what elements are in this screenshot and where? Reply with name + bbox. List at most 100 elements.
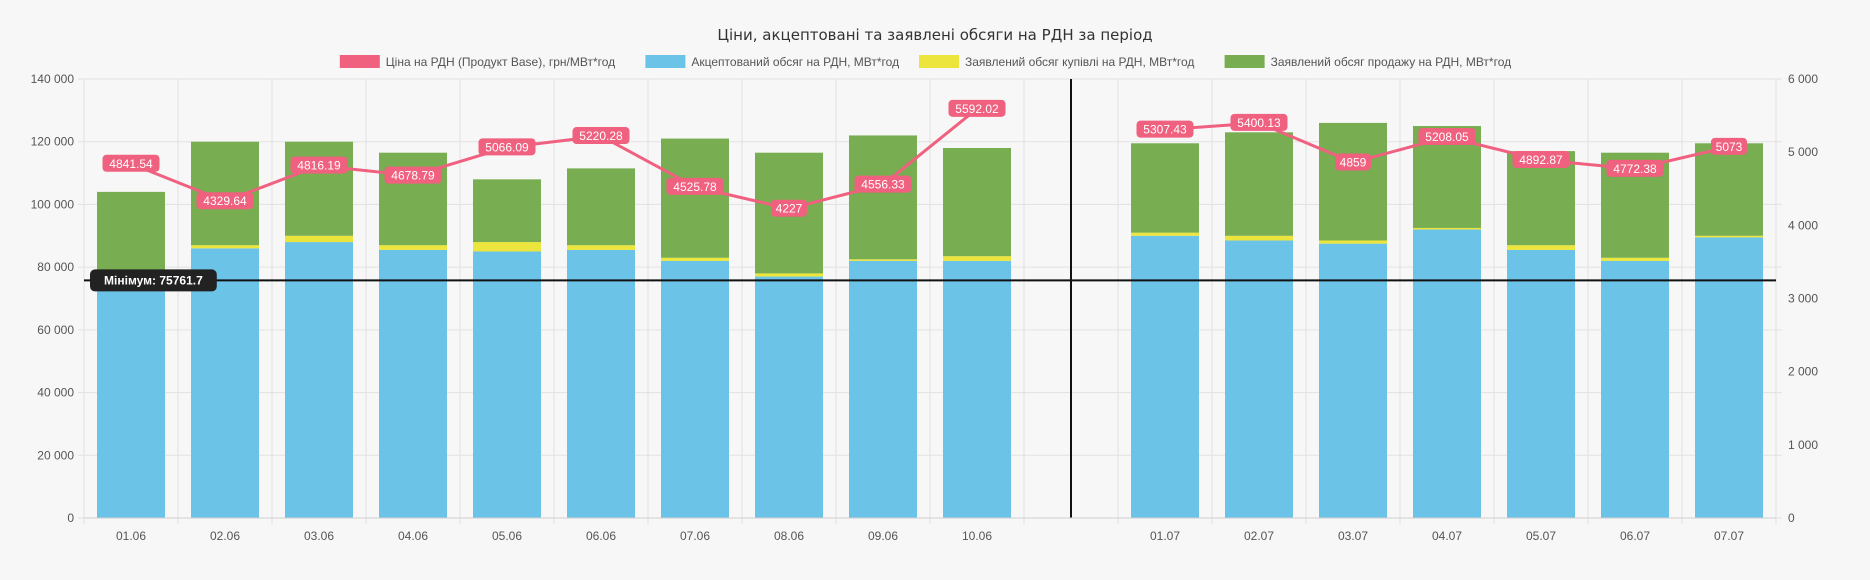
x-axis-tick-label: 04.07 xyxy=(1432,529,1462,543)
right-axis-tick-label: 5 000 xyxy=(1788,145,1818,159)
x-axis-tick-label: 08.06 xyxy=(774,529,804,543)
left-axis-tick-label: 40 000 xyxy=(37,386,74,400)
price-point-label: 4892.87 xyxy=(1519,153,1563,167)
price-point-label-box xyxy=(1512,151,1570,169)
left-axis-tick-label: 120 000 xyxy=(31,135,75,149)
bar-segment xyxy=(1413,227,1481,230)
price-point-label-box xyxy=(290,156,348,174)
bar-segment xyxy=(1695,143,1763,236)
x-axis-tick-label: 06.07 xyxy=(1620,529,1650,543)
legend-label: Акцептований обсяг на РДН, МВт*год xyxy=(691,55,899,69)
price-point-label-box xyxy=(1230,113,1288,131)
price-point-label: 5307.43 xyxy=(1143,123,1187,137)
price-point-label: 4772.38 xyxy=(1613,162,1657,176)
legend-item: Акцептований обсяг на РДН, МВт*год xyxy=(645,55,899,69)
bar-segment xyxy=(1507,245,1575,250)
bar-segment xyxy=(1319,243,1387,518)
right-axis-tick-label: 2 000 xyxy=(1788,365,1818,379)
right-axis-tick-label: 0 xyxy=(1788,511,1795,525)
price-line-segment xyxy=(130,107,978,211)
x-axis-tick-label: 04.06 xyxy=(398,529,428,543)
x-axis-tick-label: 05.07 xyxy=(1526,529,1556,543)
bar-segment xyxy=(1601,260,1669,518)
price-point-label: 4841.54 xyxy=(109,157,153,171)
bar-segment xyxy=(567,245,635,250)
left-axis-tick-label: 0 xyxy=(67,511,74,525)
bar-segment xyxy=(1131,232,1199,236)
bar-segment xyxy=(1225,235,1293,241)
left-axis-tick-label: 60 000 xyxy=(37,323,74,337)
annotations: Мінімум: 75761.7 xyxy=(84,79,1776,518)
legend-swatch xyxy=(1224,55,1265,68)
bar-segment xyxy=(849,135,917,260)
bar-segment xyxy=(1413,229,1481,518)
price-point-label: 5400.13 xyxy=(1237,116,1281,130)
left-axis-tick-label: 140 000 xyxy=(31,72,75,86)
price-line: 4841.54 4329.64 4816.19 4678.79 5066.09 5220.… xyxy=(102,99,1747,217)
price-point-label-box xyxy=(102,154,160,172)
bar-segment xyxy=(379,152,447,246)
bar-segment xyxy=(567,168,635,246)
price-point-label: 5592.02 xyxy=(955,102,999,116)
x-axis-tick-label: 03.07 xyxy=(1338,529,1368,543)
bar-segment xyxy=(473,251,541,518)
right-axis-tick-label: 6 000 xyxy=(1788,72,1818,86)
chart-title: Ціни, акцептовані та заявлені обсяги на … xyxy=(717,26,1152,44)
bar-segment xyxy=(97,191,165,281)
legend-item: Ціна на РДН (Продукт Base), грн/МВт*год xyxy=(339,55,615,69)
bar-segment xyxy=(285,235,353,243)
price-point-label: 4859 xyxy=(1340,155,1367,169)
x-axis-tick-label: 06.06 xyxy=(586,529,616,543)
bar-segment xyxy=(943,260,1011,518)
bar-segment xyxy=(661,260,729,518)
legend-label: Ціна на РДН (Продукт Base), грн/МВт*год xyxy=(386,55,615,69)
right-axis-tick-label: 3 000 xyxy=(1788,292,1818,306)
x-axis-tick-label: 07.07 xyxy=(1714,529,1744,543)
price-point-label: 4816.19 xyxy=(297,159,341,173)
left-axis-tick-label: 100 000 xyxy=(31,197,75,211)
left-axis-tick-label: 80 000 xyxy=(37,260,74,274)
bar-segment xyxy=(755,276,823,518)
minimum-label-text: Мінімум: 75761.7 xyxy=(104,273,203,287)
price-point-label-box xyxy=(948,99,1006,117)
price-point-label: 4556.33 xyxy=(861,178,905,192)
bar-segment xyxy=(1507,249,1575,518)
bar-segment xyxy=(1695,235,1763,238)
bar-segment xyxy=(1695,237,1763,518)
bar-segment xyxy=(191,245,259,249)
x-axis-tick-label: 03.06 xyxy=(304,529,334,543)
x-axis-tick-label: 05.06 xyxy=(492,529,522,543)
legend-swatch xyxy=(645,55,686,68)
legend-label: Заявлений обсяг продажу на РДН, МВт*год xyxy=(1271,55,1512,69)
minimum-label-box xyxy=(90,269,217,292)
price-point-label: 5208.05 xyxy=(1425,130,1469,144)
x-axis-tick-label: 01.07 xyxy=(1150,529,1180,543)
price-point-label-box xyxy=(1418,127,1476,145)
bar-segment xyxy=(1319,240,1387,244)
bar-segment xyxy=(97,280,165,518)
bar-segment xyxy=(567,249,635,518)
right-axis-tick-label: 1 000 xyxy=(1788,438,1818,452)
price-point-label-box xyxy=(1335,153,1371,171)
x-axis-tick-label: 02.07 xyxy=(1244,529,1274,543)
left-axis-tick-label: 20 000 xyxy=(37,448,74,462)
legend-swatch xyxy=(339,55,380,68)
bar-segment xyxy=(285,242,353,519)
price-point-label-box xyxy=(572,127,630,145)
bars xyxy=(97,122,1763,519)
legend-item: Заявлений обсяг купівлі на РДН, МВт*год xyxy=(919,55,1194,69)
legend: Ціна на РДН (Продукт Base), грн/МВт*год А… xyxy=(339,55,1512,69)
bar-segment xyxy=(191,248,259,519)
price-point-label-box xyxy=(1711,137,1747,155)
bar-segment xyxy=(755,273,823,277)
bar-segment xyxy=(661,257,729,261)
bar-segment xyxy=(943,147,1011,257)
price-point-label-box xyxy=(384,166,442,184)
legend-label: Заявлений обсяг купівлі на РДН, МВт*год xyxy=(965,55,1194,69)
x-axis-tick-label: 01.06 xyxy=(116,529,146,543)
bar-segment xyxy=(473,242,541,252)
legend-item: Заявлений обсяг продажу на РДН, МВт*год xyxy=(1224,55,1512,69)
price-point-label-box xyxy=(196,192,254,210)
